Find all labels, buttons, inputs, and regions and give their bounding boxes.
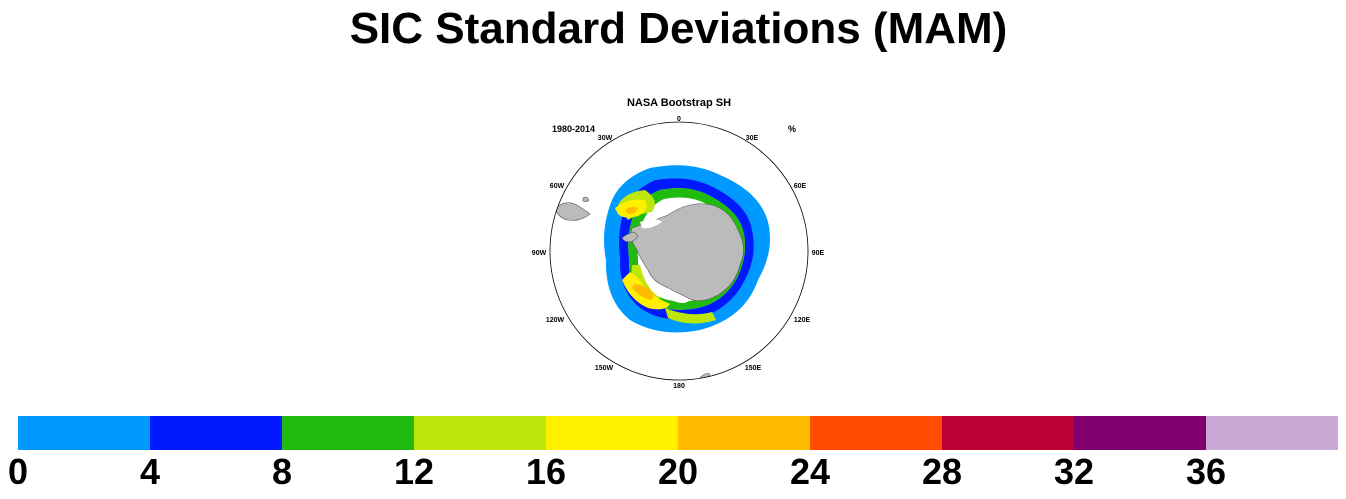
polar-map-panel: NASA Bootstrap SH 1980-2014 % <box>520 88 840 398</box>
colorbar-segment-4 <box>546 416 678 450</box>
colorbar-tick-label: 24 <box>789 451 831 492</box>
lon-label-150w: 150W <box>595 365 614 372</box>
lon-label-150e: 150E <box>745 365 762 372</box>
colorbar-tick-label: 36 <box>1185 451 1227 492</box>
colorbar-segment-1 <box>150 416 282 450</box>
lon-label-90w: 90W <box>532 250 547 257</box>
colorbar-tick-label: 4 <box>139 451 161 492</box>
colorbar-tick-label: 0 <box>7 451 29 492</box>
map-subtitle: NASA Bootstrap SH <box>627 97 731 109</box>
lon-label-120e: 120E <box>794 317 811 324</box>
map-boundary-circle <box>549 121 809 381</box>
figure-title: SIC Standard Deviations (MAM) <box>349 4 1008 53</box>
sic-band-12-16 <box>665 308 716 324</box>
map-plot-area <box>554 165 771 380</box>
lon-label-60w: 60W <box>550 183 565 190</box>
ross-ice-shelf <box>668 288 690 303</box>
lon-label-120w: 120W <box>546 317 565 324</box>
antarctic-peninsula <box>621 231 639 243</box>
colorbar-tick-label: 16 <box>525 451 567 492</box>
colorbar-segment-8 <box>1074 416 1206 450</box>
colorbar-segment-5 <box>678 416 810 450</box>
colorbar-segment-0 <box>18 416 150 450</box>
map-period-label: 1980-2014 <box>552 124 595 134</box>
antarctica-land <box>630 203 744 302</box>
south-america-land <box>554 202 591 221</box>
colorbar-segment-9 <box>1206 416 1338 450</box>
falkland-islands <box>582 197 590 203</box>
lon-label-30w: 30W <box>598 135 613 142</box>
colorbar-tick-label: 20 <box>657 451 699 492</box>
colorbar-segment-2 <box>282 416 414 450</box>
map-units-label: % <box>788 124 796 134</box>
colorbar-segment-7 <box>942 416 1074 450</box>
lon-label-0: 0 <box>677 116 681 123</box>
colorbar-tick-label: 28 <box>921 451 963 492</box>
colorbar-tick-label: 12 <box>393 451 435 492</box>
colorbar-segment-3 <box>414 416 546 450</box>
colorbar-segment-6 <box>810 416 942 450</box>
colorbar <box>18 416 1338 450</box>
lon-label-60e: 60E <box>794 183 807 190</box>
lon-label-90e: 90E <box>812 250 825 257</box>
antarctic-polar-map: NASA Bootstrap SH 1980-2014 % <box>532 97 825 390</box>
sic-band-20-24 <box>625 206 638 214</box>
lon-label-30e: 30E <box>746 135 759 142</box>
sic-band-20-24 <box>632 284 654 300</box>
weddell-ice-shelf <box>640 219 662 229</box>
colorbar-tick-label: 8 <box>271 451 293 492</box>
lon-label-180: 180 <box>673 383 685 390</box>
colorbar-tick-label: 32 <box>1053 451 1095 492</box>
